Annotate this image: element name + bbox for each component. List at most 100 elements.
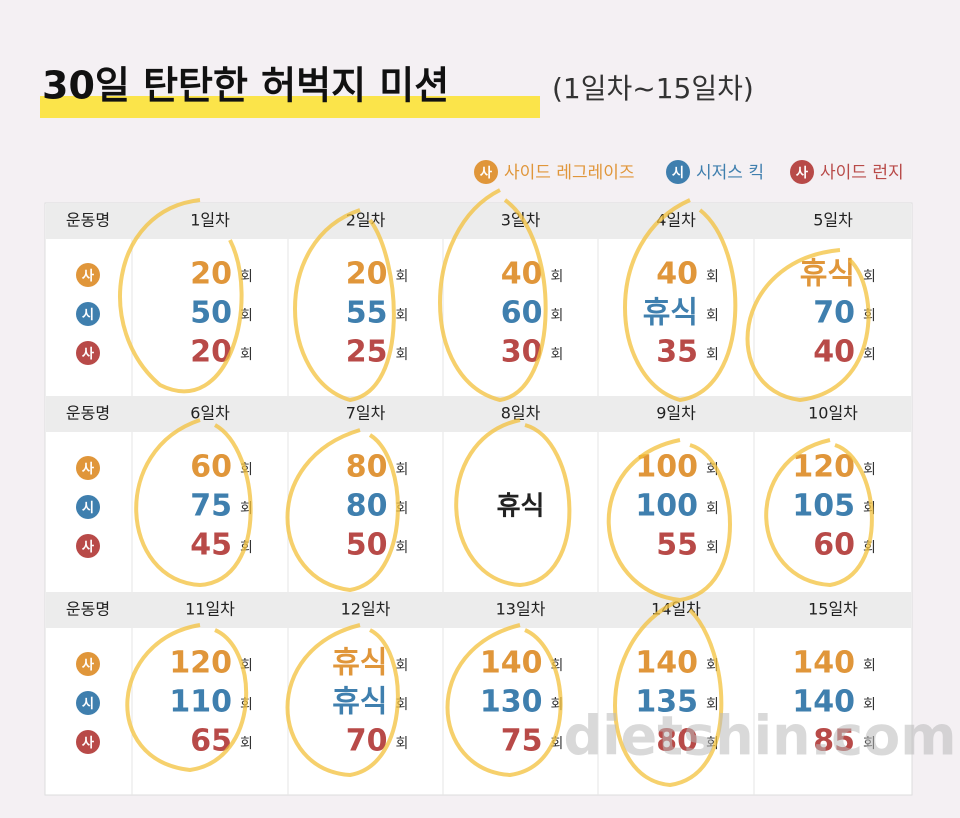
count-unit: 회 <box>240 308 253 324</box>
day-label: 8일차 <box>501 404 541 423</box>
count-value: 휴식 <box>332 646 387 681</box>
count-value: 휴식 <box>800 257 855 292</box>
count-value: 35 <box>656 335 698 370</box>
badge-letter: 시 <box>82 500 94 516</box>
day-label: 12일차 <box>341 600 391 619</box>
subtitle: (1일차~15일차) <box>552 72 754 105</box>
count-value: 20 <box>190 257 232 292</box>
count-unit: 회 <box>551 269 564 285</box>
count-value: 25 <box>346 335 388 370</box>
badge-letter: 사 <box>480 165 493 181</box>
count-unit: 회 <box>551 308 564 324</box>
badge-letter: 사 <box>82 539 95 555</box>
count-value: 105 <box>792 489 855 524</box>
count-unit: 회 <box>396 658 409 674</box>
count-unit: 회 <box>396 462 409 478</box>
scribble <box>285 428 400 593</box>
count-unit: 회 <box>863 462 876 478</box>
badge <box>76 652 100 676</box>
scribble <box>438 188 548 403</box>
count-unit: 회 <box>863 736 876 752</box>
day-label: 6일차 <box>190 404 230 423</box>
badge <box>666 160 690 184</box>
count-unit: 회 <box>706 308 719 324</box>
badge <box>76 495 100 519</box>
badge <box>76 534 100 558</box>
day-label: 10일차 <box>808 404 858 423</box>
count-value: 80 <box>656 724 698 759</box>
count-value: 140 <box>792 646 855 681</box>
count-unit: 회 <box>706 697 719 713</box>
scribble <box>134 418 253 588</box>
day-label: 7일차 <box>346 404 386 423</box>
scribble <box>764 438 874 588</box>
count-value: 70 <box>813 296 855 331</box>
count-unit: 회 <box>396 540 409 556</box>
badge-letter: 사 <box>82 657 95 673</box>
badge <box>76 456 100 480</box>
count-value: 55 <box>656 528 698 563</box>
day-label: 2일차 <box>346 211 386 230</box>
count-value: 135 <box>635 685 698 720</box>
header-row <box>46 592 911 628</box>
badge <box>76 691 100 715</box>
count-value: 80 <box>346 489 388 524</box>
count-value: 85 <box>813 724 855 759</box>
count-unit: 회 <box>551 347 564 363</box>
scribbles <box>118 188 874 788</box>
badge-letter: 사 <box>82 735 95 751</box>
count-unit: 회 <box>396 269 409 285</box>
title-highlight <box>40 96 540 118</box>
count-value: 50 <box>190 296 232 331</box>
count-value: 50 <box>346 528 388 563</box>
badge <box>76 263 100 287</box>
badge-letter: 시 <box>82 696 94 712</box>
scribble <box>454 418 572 588</box>
badge-letter: 사 <box>82 346 95 362</box>
count-value: 휴식 <box>332 685 387 720</box>
day-label: 5일차 <box>813 211 853 230</box>
count-value: 140 <box>480 646 543 681</box>
count-value: 40 <box>813 335 855 370</box>
scribble <box>293 208 396 403</box>
count-value: 40 <box>656 257 698 292</box>
day-label: 14일차 <box>651 600 701 619</box>
count-unit: 회 <box>706 540 719 556</box>
scribble <box>613 598 724 788</box>
count-unit: 회 <box>863 347 876 363</box>
row-header: 운동명 <box>66 600 110 619</box>
header-row <box>46 203 911 239</box>
scribble <box>285 623 400 778</box>
scribble <box>445 623 563 778</box>
badge-letter: 사 <box>82 268 95 284</box>
count-value: 130 <box>480 685 543 720</box>
count-value: 140 <box>635 646 698 681</box>
count-unit: 회 <box>706 347 719 363</box>
count-unit: 회 <box>863 697 876 713</box>
day-label: 1일차 <box>190 211 230 230</box>
count-unit: 회 <box>240 269 253 285</box>
count-value: 20 <box>346 257 388 292</box>
badge <box>76 730 100 754</box>
badge-letter: 사 <box>82 461 95 477</box>
header-row <box>46 396 911 432</box>
title: 30일 탄탄한 허벅지 미션 <box>42 64 449 108</box>
badge-letter: 사 <box>796 165 809 181</box>
count-value: 120 <box>169 646 232 681</box>
count-value: 75 <box>501 724 543 759</box>
scribble <box>745 248 871 403</box>
legend-label: 사이드 레그레이즈 <box>504 163 635 183</box>
count-unit: 회 <box>396 347 409 363</box>
legend-label: 시저스 킥 <box>696 163 764 183</box>
count-value: 60 <box>501 296 543 331</box>
count-unit: 회 <box>396 736 409 752</box>
count-unit: 회 <box>240 347 253 363</box>
count-value: 120 <box>792 450 855 485</box>
count-value: 휴식 <box>643 296 698 331</box>
badge-letter: 시 <box>82 307 94 323</box>
count-value: 110 <box>169 685 232 720</box>
count-value: 45 <box>190 528 232 563</box>
row-header: 운동명 <box>66 404 110 423</box>
count-unit: 회 <box>706 501 719 517</box>
